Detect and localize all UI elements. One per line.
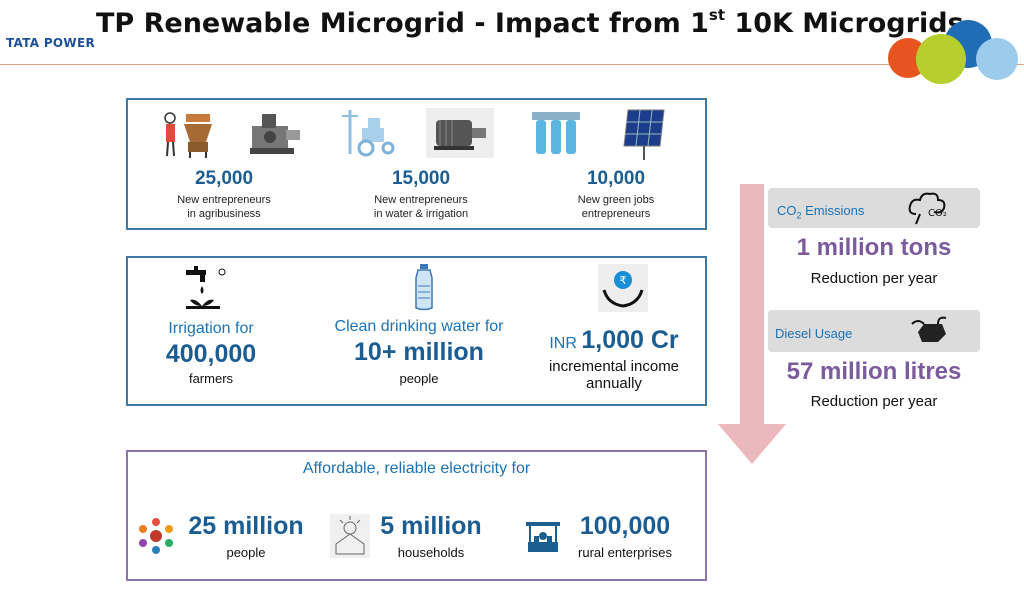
electricity-panel [126,450,707,581]
co2-icon-label: CO₂ [928,208,947,219]
decor-circle-lightblue [976,38,1018,80]
co2-cloud-icon [908,192,946,225]
diesel-value: 57 million litres [786,358,962,385]
benefit-unit: people [399,371,439,386]
electricity-people: 25 million people [180,512,312,560]
income-value-row: INR 1,000 Cr [534,326,694,355]
stat-value: 15,000 [391,168,451,189]
household-sun-icon [330,514,370,558]
benefit-value: 10+ million [354,338,484,366]
income-benefit: INR 1,000 Cr incremental income annually [534,326,694,392]
diesel-label: Diesel Usage [775,326,853,341]
electricity-unit: rural enterprises [578,545,672,560]
co2-desc: Reduction per year [810,270,938,287]
electricity-heading: Affordable, reliable electricity for [302,460,531,477]
fuel-nozzle-icon [911,316,947,342]
green-jobs: 10,000 New green jobs entrepreneurs [546,168,686,221]
income-line1: incremental income [548,358,680,375]
currency-prefix: INR [549,335,577,352]
benefit-value: 1,000 Cr [581,326,679,354]
electricity-unit: people [226,545,266,560]
entrepreneurs-water: 15,000 New entrepreneurs in water & irri… [346,168,496,221]
title-superscript: st [708,6,726,24]
decor-circle-green [916,34,966,84]
stat-line1: New entrepreneurs [374,194,468,206]
electricity-value: 5 million [380,512,482,540]
stat-line1: New entrepreneurs [177,194,271,206]
benefit-label: Irrigation for [168,320,254,337]
stat-line2: in water & irrigation [373,208,469,220]
rural-enterprise-icon [526,522,560,552]
co2-label-sub: 2 [796,210,802,221]
title-end: 10K Microgrids [725,8,964,39]
electricity-enterprises: 100,000 rural enterprises [564,512,686,560]
benefit-label: Clean drinking water for [334,318,504,335]
drinking-water-benefit: Clean drinking water for 10+ million peo… [316,318,522,386]
people-circle-icon [139,518,173,554]
tractor-pole-icon [342,110,395,157]
stat-line1: New green jobs [577,194,655,206]
co2-label-pre: CO [777,203,797,218]
entrepreneurs-agribusiness: 25,000 New entrepreneurs in agribusiness [150,168,298,221]
water-bottle-icon [415,264,433,311]
benefit-unit: farmers [188,371,234,386]
benefit-value: 400,000 [165,340,257,368]
electricity-value: 100,000 [579,512,671,540]
header-divider [0,64,1024,65]
stat-line2: in agribusiness [187,208,261,220]
stat-line2: entrepreneurs [581,208,651,220]
benefits-panel [126,256,707,406]
stat-value: 10,000 [586,168,646,189]
tata-power-logo: TATA POWER [6,36,95,50]
svg-text:₹: ₹ [620,274,627,287]
irrigation-tap-icon [186,266,226,309]
diesel-desc: Reduction per year [810,393,938,410]
electricity-value: 25 million [188,512,304,540]
water-filter-icon [532,112,580,154]
farmer-icon [164,112,212,158]
income-line2: annually [586,375,642,392]
irrigation-benefit: Irrigation for 400,000 farmers [146,320,276,386]
entrepreneurs-panel [126,98,707,230]
co2-label: CO2 Emissions [777,203,864,221]
co2-value: 1 million tons [796,234,952,261]
down-arrow-icon [718,184,786,464]
co2-label-post: Emissions [801,203,865,218]
oil-press-machine-icon [250,114,300,154]
rupee-hands-icon: ₹ [598,264,648,312]
water-pump-motor-icon [426,108,494,158]
stat-value: 25,000 [194,168,254,189]
electricity-unit: households [397,545,465,560]
electricity-households: 5 million households [372,512,490,560]
page-title: TP Renewable Microgrid - Impact from 1st… [96,6,964,39]
title-main: TP Renewable Microgrid - Impact from 1 [96,8,709,39]
solar-panel-icon [623,109,665,160]
